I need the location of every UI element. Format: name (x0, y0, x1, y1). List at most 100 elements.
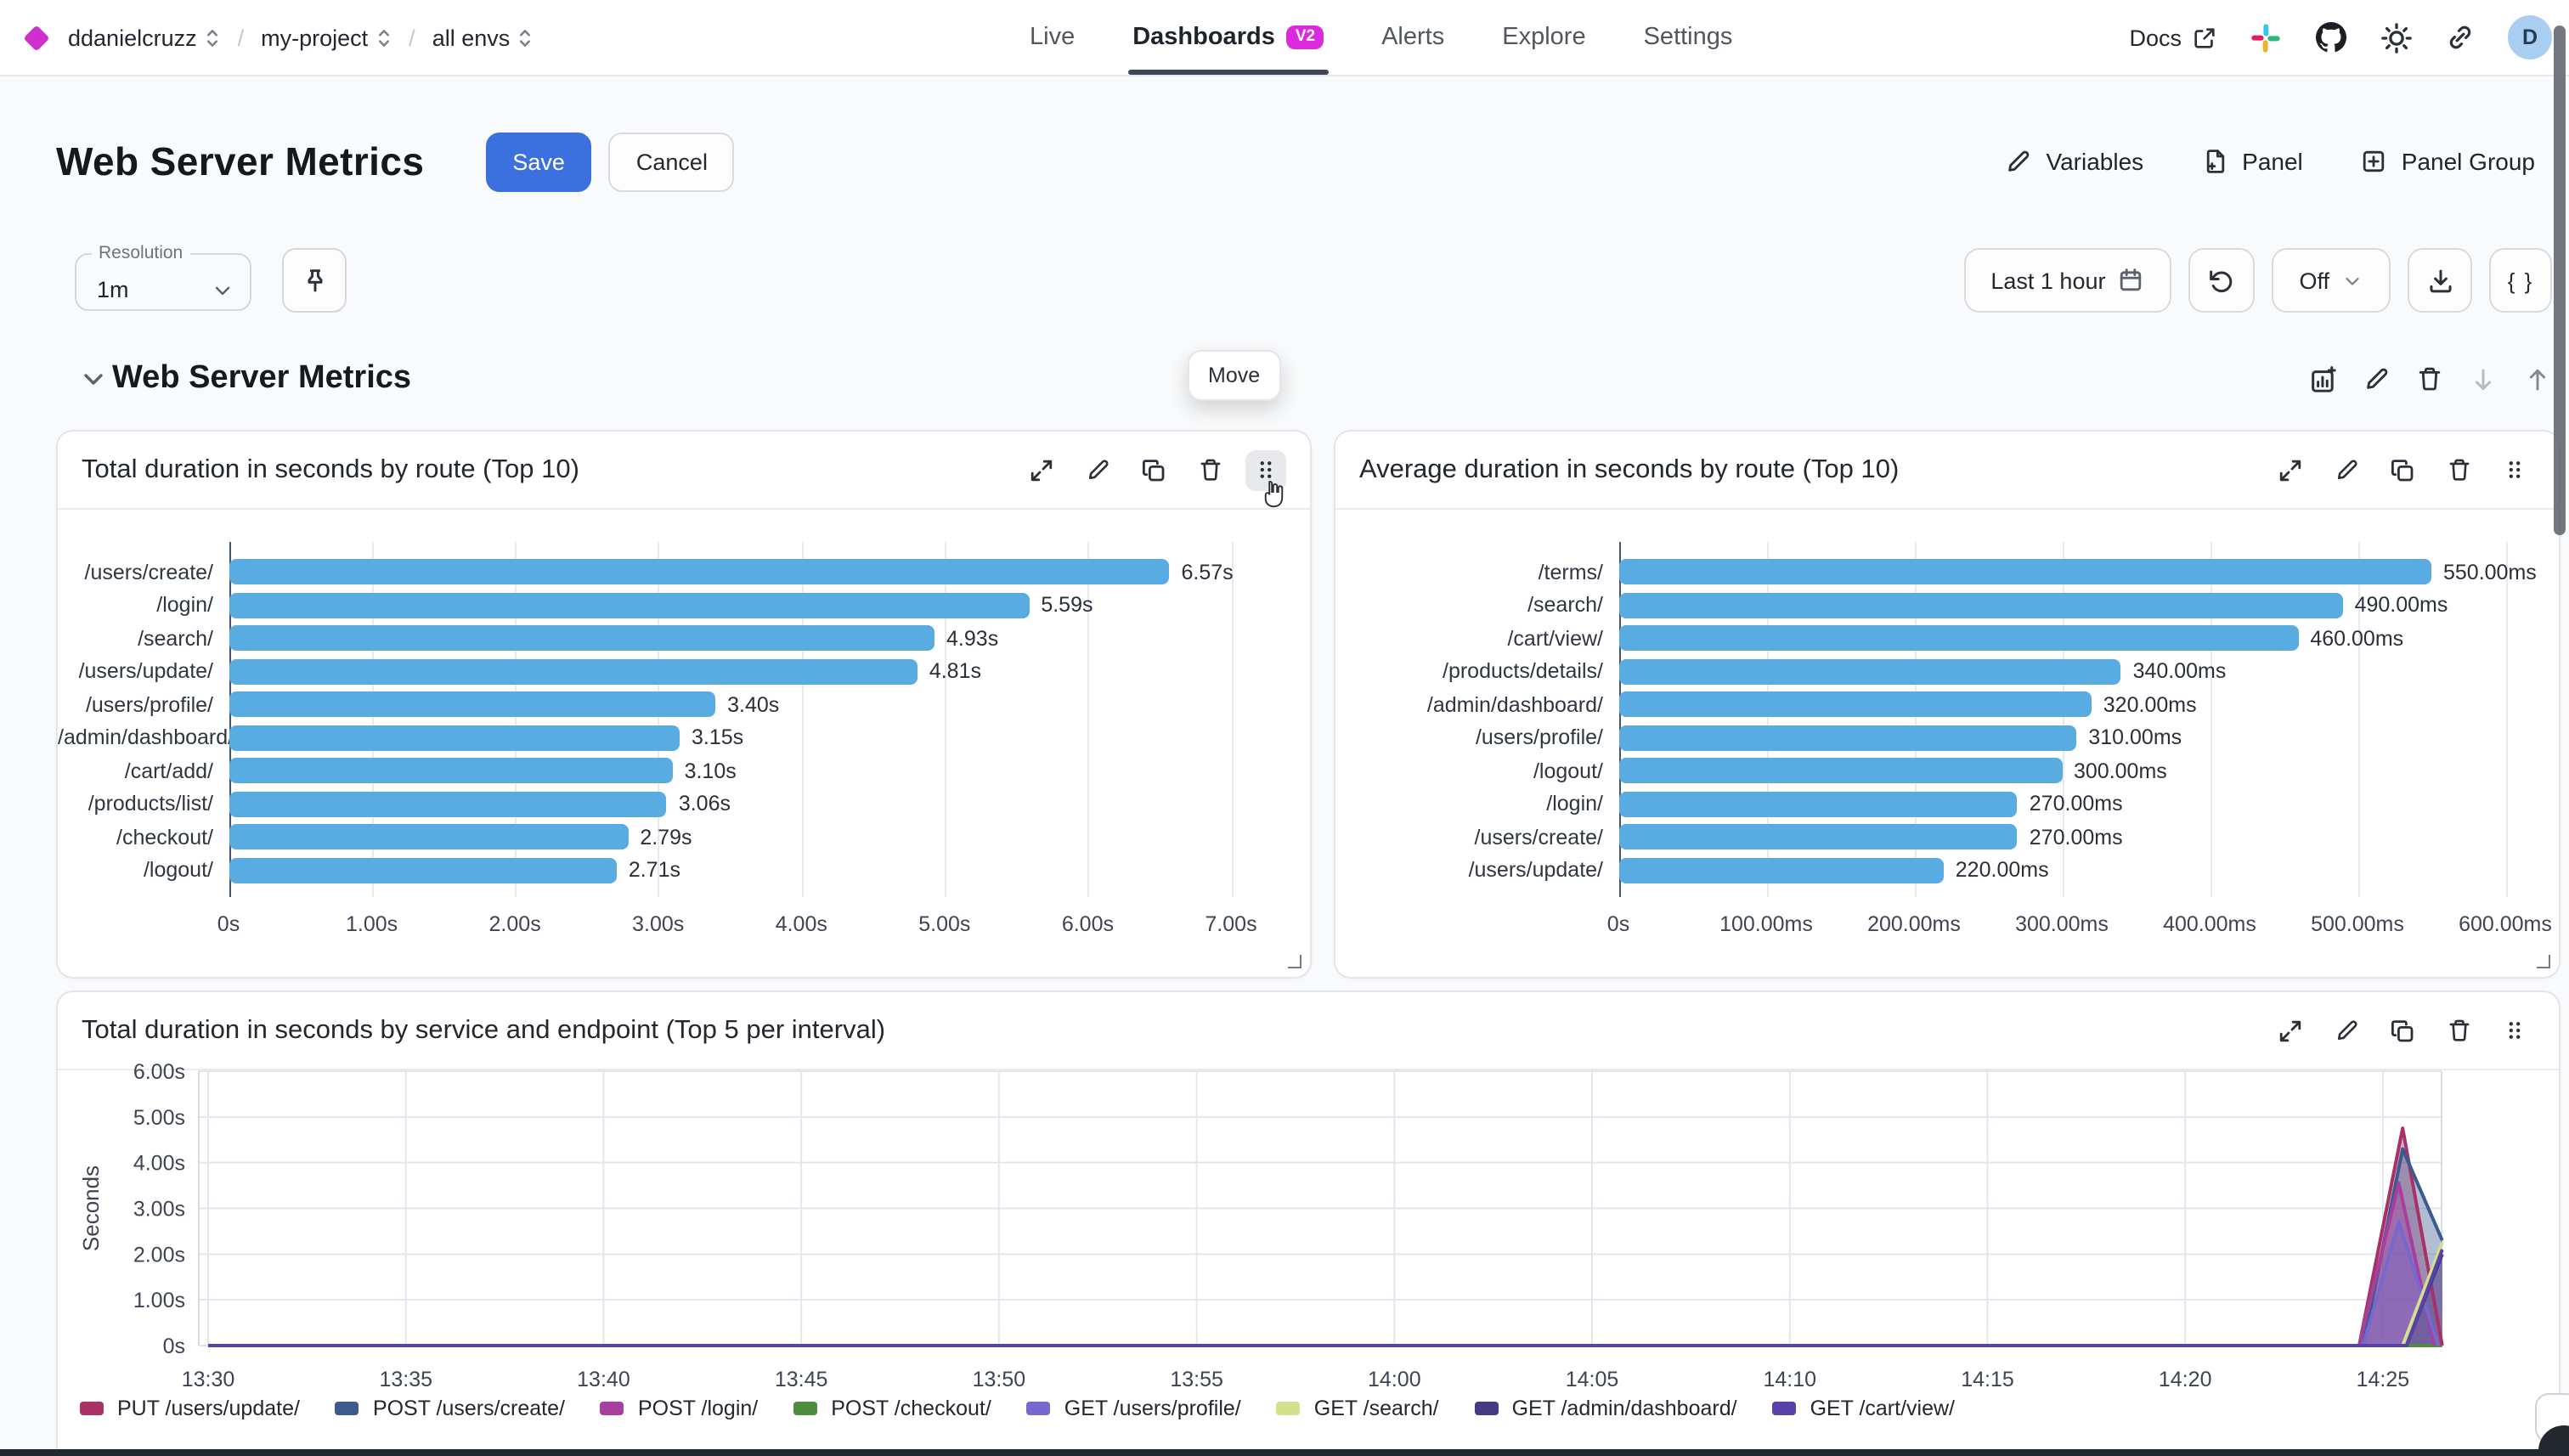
bar[interactable] (229, 725, 680, 751)
collapse-chevron-icon[interactable] (80, 365, 107, 392)
add-chart-icon[interactable] (2309, 364, 2338, 393)
bar[interactable] (1618, 592, 2343, 618)
bar[interactable] (1618, 658, 2121, 685)
value-label: 300.00ms (2074, 759, 2167, 782)
share-link-icon[interactable] (2445, 22, 2476, 53)
variables-button[interactable]: Variables (2006, 148, 2143, 175)
series-line[interactable] (208, 1220, 2440, 1347)
bar[interactable] (1618, 559, 2431, 585)
tab-alerts[interactable]: Alerts (1381, 0, 1444, 75)
drag-handle-icon[interactable] (2494, 449, 2535, 490)
series-line[interactable] (208, 1249, 2444, 1347)
bar[interactable] (229, 592, 1030, 618)
delete-icon[interactable] (2438, 449, 2479, 490)
move-group-up-icon[interactable] (2523, 364, 2552, 393)
expand-icon[interactable] (2270, 1010, 2311, 1051)
theme-sun-icon[interactable] (2380, 21, 2413, 54)
bar[interactable] (229, 658, 918, 685)
legend-label: POST /checkout/ (831, 1397, 991, 1420)
download-button[interactable] (2408, 248, 2472, 313)
gridline (515, 542, 517, 897)
bar[interactable] (229, 791, 667, 817)
legend-item[interactable]: GET /cart/view/ (1772, 1397, 1955, 1420)
breadcrumb-env[interactable]: all envs (432, 25, 534, 50)
tab-label: Alerts (1381, 24, 1445, 51)
bar[interactable] (1618, 625, 2299, 652)
value-label: 4.81s (929, 659, 981, 683)
edit-group-icon[interactable] (2363, 365, 2391, 392)
legend-item[interactable]: POST /checkout/ (793, 1397, 991, 1420)
auto-refresh-select[interactable]: Off (2272, 248, 2391, 313)
resize-corner[interactable] (1288, 955, 1301, 968)
save-button[interactable]: Save (485, 132, 592, 191)
x-tick-label: 200.00ms (1867, 912, 1961, 936)
series-line[interactable] (208, 1181, 2436, 1347)
add-panel-group-button[interactable]: Panel Group (2361, 148, 2535, 175)
edit-icon[interactable] (1077, 449, 1118, 490)
drag-handle-icon[interactable] (2494, 1010, 2535, 1051)
series-line[interactable] (208, 1147, 2444, 1347)
time-range-button[interactable]: Last 1 hour (1963, 248, 2172, 313)
bar[interactable] (229, 758, 673, 784)
series-line[interactable] (208, 1126, 2444, 1347)
legend-item[interactable]: GET /admin/dashboard/ (1474, 1397, 1737, 1420)
y-tick-label: 2.00s (133, 1243, 185, 1267)
bar[interactable] (229, 625, 935, 652)
legend-item[interactable]: PUT /users/update/ (80, 1397, 300, 1420)
bar[interactable] (1618, 691, 2092, 718)
delete-icon[interactable] (2438, 1010, 2479, 1051)
series-area (208, 1250, 2442, 1346)
edit-icon[interactable] (2326, 449, 2367, 490)
bar[interactable] (1618, 824, 2018, 850)
bar[interactable] (229, 559, 1170, 585)
refresh-button[interactable] (2188, 248, 2256, 313)
docs-link[interactable]: Docs (2129, 25, 2217, 50)
drag-handle-icon[interactable] (1245, 449, 1286, 490)
github-icon[interactable] (2314, 20, 2348, 54)
move-group-down-icon[interactable] (2469, 364, 2498, 393)
breadcrumb-org[interactable]: ddanielcruzz (68, 25, 221, 50)
category-label: /search/ (1527, 593, 1603, 617)
series-line[interactable] (208, 1242, 2444, 1347)
page-header: Web Server Metrics Save Cancel Variables… (56, 126, 2535, 197)
cancel-button[interactable]: Cancel (608, 132, 735, 191)
bar[interactable] (1618, 791, 2018, 817)
legend-label: GET /users/profile/ (1064, 1397, 1241, 1420)
pin-button[interactable] (282, 248, 347, 313)
duplicate-icon[interactable] (1133, 449, 1174, 490)
add-panel-button[interactable]: Panel (2201, 148, 2303, 175)
resize-corner[interactable] (2537, 955, 2550, 968)
panel-group-header: Web Server Metrics (75, 348, 2552, 409)
edit-icon[interactable] (2326, 1010, 2367, 1051)
legend-item[interactable]: POST /login/ (600, 1397, 758, 1420)
delete-icon[interactable] (1189, 449, 1230, 490)
gridline (2505, 542, 2507, 897)
slack-icon[interactable] (2250, 21, 2282, 54)
tab-explore[interactable]: Explore (1502, 0, 1585, 75)
legend-item[interactable]: POST /users/create/ (335, 1397, 565, 1420)
bar[interactable] (1618, 857, 1944, 883)
panel-average-duration-by-route: Average duration in seconds by route (To… (1334, 430, 2561, 979)
json-button[interactable]: { } (2489, 248, 2552, 313)
bar[interactable] (229, 691, 716, 718)
avatar[interactable]: D (2508, 15, 2552, 59)
legend-item[interactable]: GET /users/profile/ (1026, 1397, 1241, 1420)
bar[interactable] (1618, 725, 2077, 751)
scrollbar-thumb[interactable] (2554, 25, 2566, 535)
time-series-chart[interactable]: 0s 1.00s 2.00s 3.00s 4.00s 5.00s 6.00s 13:30 13:… (0, 990, 2569, 1456)
legend-item[interactable]: GET /search/ (1276, 1397, 1439, 1420)
x-tick-label: 13:45 (775, 1368, 828, 1391)
expand-icon[interactable] (1021, 449, 1062, 490)
delete-group-icon[interactable] (2416, 365, 2443, 392)
bar[interactable] (229, 824, 629, 850)
tab-dashboards[interactable]: Dashboards V2 (1127, 0, 1330, 75)
bar[interactable] (1618, 758, 2062, 784)
duplicate-icon[interactable] (2382, 449, 2423, 490)
breadcrumb-project[interactable]: my-project (261, 25, 392, 50)
expand-icon[interactable] (2270, 449, 2311, 490)
tab-live[interactable]: Live (1030, 0, 1075, 75)
bar[interactable] (229, 857, 617, 883)
resolution-select[interactable]: Resolution 1m (75, 243, 251, 311)
duplicate-icon[interactable] (2382, 1010, 2423, 1051)
tab-settings[interactable]: Settings (1644, 0, 1733, 75)
